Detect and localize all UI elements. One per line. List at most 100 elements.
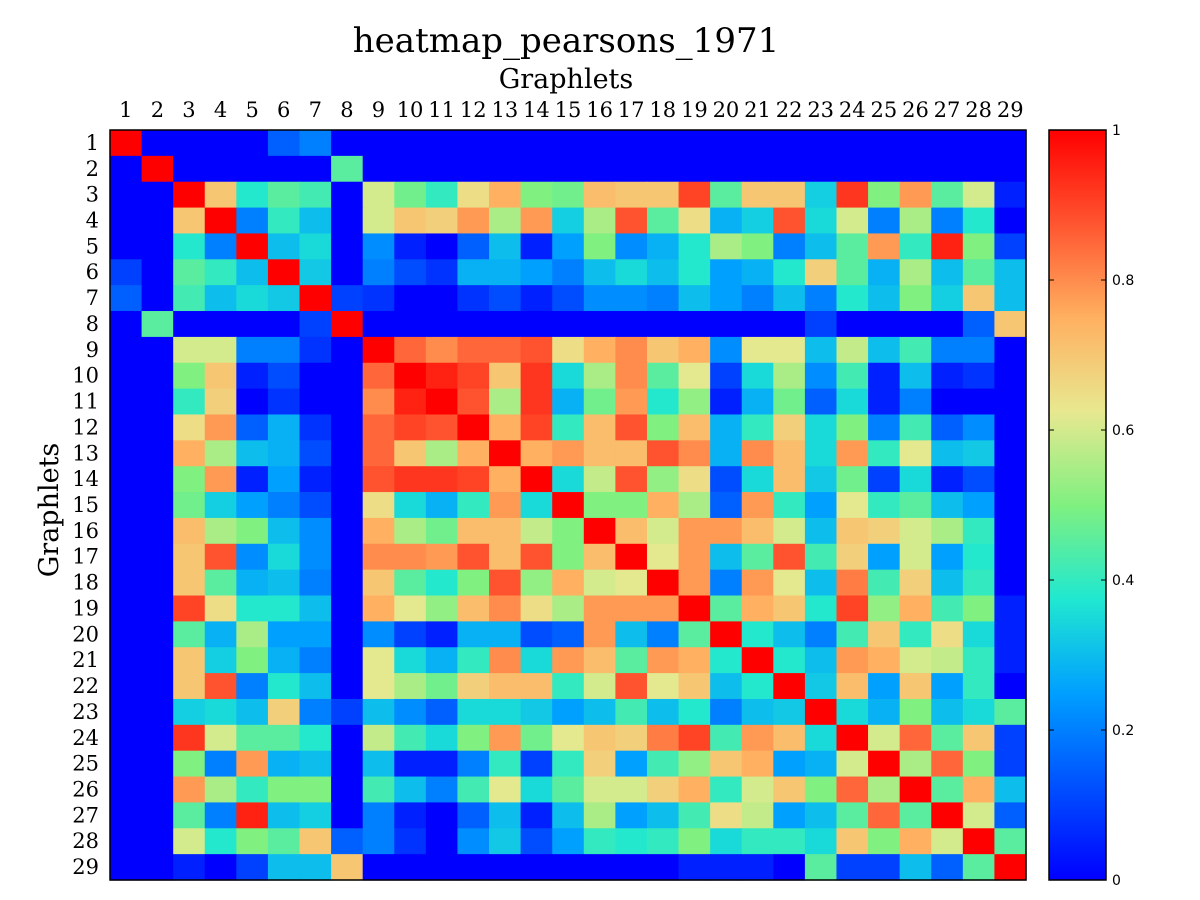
- heatmap-cell: [520, 492, 553, 519]
- x-tick-label: 22: [776, 98, 803, 122]
- heatmap-cell: [615, 750, 648, 778]
- heatmap-cell: [836, 259, 869, 286]
- heatmap-cell: [710, 285, 743, 312]
- heatmap-cell: [425, 181, 459, 209]
- heatmap-cell: [678, 155, 711, 183]
- heatmap-cell: [773, 543, 806, 571]
- heatmap-cell: [110, 388, 143, 416]
- heatmap-cell: [804, 155, 838, 183]
- heatmap-cell: [931, 724, 964, 752]
- heatmap-cell: [583, 647, 616, 674]
- heatmap-cell: [267, 207, 301, 235]
- heatmap-cell: [804, 595, 838, 622]
- heatmap-cell: [646, 414, 680, 441]
- heatmap-cell: [962, 543, 996, 571]
- heatmap-cell: [678, 336, 711, 364]
- heatmap-cell: [457, 595, 490, 622]
- heatmap-cell: [425, 828, 459, 855]
- heatmap-cell: [489, 517, 522, 545]
- heatmap-cell: [204, 750, 237, 778]
- heatmap-cell: [994, 285, 1027, 312]
- heatmap-cell: [678, 440, 711, 467]
- heatmap-cell: [173, 259, 206, 286]
- heatmap-cell: [741, 233, 774, 260]
- heatmap-cell: [489, 673, 522, 700]
- x-tick-label: 15: [555, 98, 582, 122]
- heatmap-cell: [489, 595, 522, 622]
- heatmap-cell: [931, 621, 964, 648]
- heatmap-cell: [994, 776, 1027, 804]
- heatmap-cell: [267, 285, 301, 312]
- heatmap-cell: [773, 233, 806, 260]
- x-tick-label: 14: [523, 98, 550, 122]
- heatmap-cell: [236, 543, 269, 571]
- heatmap-cell: [267, 673, 301, 700]
- y-tick-label: 11: [72, 390, 99, 414]
- heatmap-cell: [489, 155, 522, 183]
- heatmap-cell: [962, 362, 996, 390]
- heatmap-cell: [173, 595, 206, 622]
- heatmap-cell: [646, 673, 680, 700]
- heatmap-cell: [236, 854, 269, 881]
- heatmap-cell: [962, 440, 996, 467]
- heatmap-cell: [331, 776, 364, 804]
- heatmap-cell: [267, 647, 301, 674]
- heatmap-cell: [425, 517, 459, 545]
- heatmap-cell: [899, 776, 932, 804]
- heatmap-cell: [552, 414, 585, 441]
- heatmap-cell: [299, 362, 332, 390]
- heatmap-cell: [457, 543, 490, 571]
- heatmap-cell: [836, 440, 869, 467]
- heatmap-cell: [931, 440, 964, 467]
- heatmap-cell: [868, 336, 901, 364]
- heatmap-cell: [773, 673, 806, 700]
- y-tick-label: 17: [72, 545, 99, 569]
- heatmap-cell: [646, 492, 680, 519]
- heatmap-cell: [710, 828, 743, 855]
- heatmap-cell: [141, 130, 174, 157]
- heatmap-cell: [836, 233, 869, 260]
- heatmap-cell: [331, 207, 364, 235]
- heatmap-cell: [646, 130, 680, 157]
- heatmap-cell: [931, 698, 964, 726]
- heatmap-cell: [615, 854, 648, 881]
- heatmap-cell: [173, 621, 206, 648]
- heatmap-cell: [836, 388, 869, 416]
- heatmap-cell: [868, 569, 901, 597]
- heatmap-cell: [489, 311, 522, 338]
- heatmap-cell: [678, 647, 711, 674]
- heatmap-cell: [583, 285, 616, 312]
- heatmap-cell: [173, 233, 206, 260]
- heatmap-cell: [236, 336, 269, 364]
- heatmap-cell: [804, 233, 838, 260]
- heatmap-cell: [425, 336, 459, 364]
- heatmap-cell: [773, 259, 806, 286]
- heatmap-cell: [868, 181, 901, 209]
- heatmap-cell: [141, 362, 174, 390]
- heatmap-cell: [868, 698, 901, 726]
- heatmap-cell: [962, 828, 996, 855]
- heatmap-cell: [425, 388, 459, 416]
- heatmap-cell: [962, 233, 996, 260]
- heatmap-cell: [299, 492, 332, 519]
- heatmap-cell: [994, 233, 1027, 260]
- heatmap-cell: [457, 233, 490, 260]
- heatmap-cell: [425, 233, 459, 260]
- heatmap-cell: [994, 259, 1027, 286]
- heatmap-cell: [962, 776, 996, 804]
- colorbar-tick-label: 0.6: [1112, 423, 1134, 439]
- heatmap-cell: [236, 207, 269, 235]
- heatmap-cell: [931, 595, 964, 622]
- heatmap-cell: [173, 440, 206, 467]
- heatmap-cell: [489, 130, 522, 157]
- y-tick-label: 24: [72, 726, 99, 750]
- heatmap-cell: [173, 130, 206, 157]
- heatmap-cell: [489, 181, 522, 209]
- heatmap-cell: [457, 802, 490, 829]
- heatmap-cell: [362, 311, 395, 338]
- heatmap-cell: [425, 311, 459, 338]
- colorbar-tick-label: 0.8: [1112, 273, 1134, 289]
- heatmap-cell: [931, 802, 964, 829]
- heatmap-cell: [678, 311, 711, 338]
- heatmap-cell: [425, 207, 459, 235]
